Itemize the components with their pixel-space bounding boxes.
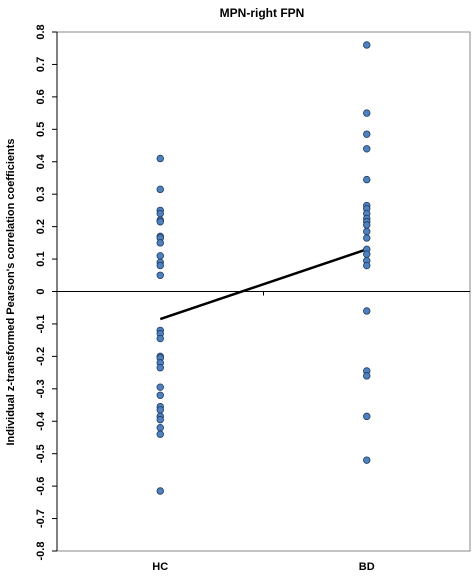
data-point: [363, 227, 371, 236]
y-axis-label: Individual z-transformed Pearson's corre…: [5, 138, 17, 445]
y-tick-label: -0.5: [35, 444, 47, 463]
data-point: [156, 218, 164, 226]
data-point: [156, 424, 164, 432]
data-point: [156, 252, 164, 260]
y-tick-label: -0.3: [35, 379, 47, 398]
data-point: [363, 456, 371, 464]
data-point: [156, 261, 164, 270]
x-tick-label: HC: [152, 561, 168, 573]
data-point: [156, 487, 164, 495]
data-point: [156, 271, 164, 279]
data-point: [363, 372, 371, 380]
data-point: [363, 41, 371, 49]
data-point: [363, 145, 371, 153]
y-tick-label: 0.6: [35, 89, 47, 104]
data-point: [156, 391, 164, 399]
data-point: [363, 221, 371, 229]
y-tick-label: 0.4: [35, 153, 47, 169]
data-point: [363, 307, 371, 315]
data-point: [363, 412, 371, 421]
chart-title: MPN-right FPN: [220, 6, 305, 20]
data-point: [363, 261, 371, 270]
data-point: [363, 130, 371, 138]
data-point: [363, 175, 371, 184]
mean-line: [159, 248, 368, 321]
data-point: [156, 154, 164, 163]
data-point: [156, 430, 164, 438]
data-point: [156, 406, 164, 414]
y-tick-label: -0.2: [35, 347, 47, 366]
y-tick-label: 0.3: [35, 187, 47, 202]
data-point: [156, 209, 164, 218]
data-point: [156, 185, 164, 194]
data-point: [363, 109, 371, 117]
y-tick-label: 0: [35, 288, 47, 294]
data-point: [363, 234, 371, 242]
y-tick-label: 0.5: [35, 122, 47, 137]
x-tick-label: BD: [359, 561, 375, 573]
y-tick-label: 0.2: [35, 219, 47, 234]
y-tick-label: 0.7: [35, 57, 47, 72]
y-tick-label: 0.1: [35, 251, 47, 266]
data-point: [156, 415, 164, 424]
data-point: [363, 250, 371, 258]
data-point: [156, 383, 164, 391]
y-tick-label: -0.7: [35, 509, 47, 528]
y-tick-label: 0.8: [35, 24, 47, 39]
y-tick-label: -0.8: [35, 542, 47, 561]
data-point: [156, 364, 164, 372]
y-tick-label: -0.1: [35, 314, 47, 333]
data-point: [156, 239, 164, 247]
data-point: [156, 334, 164, 343]
y-tick-label: -0.6: [35, 477, 47, 496]
y-tick-label: -0.4: [35, 411, 47, 431]
